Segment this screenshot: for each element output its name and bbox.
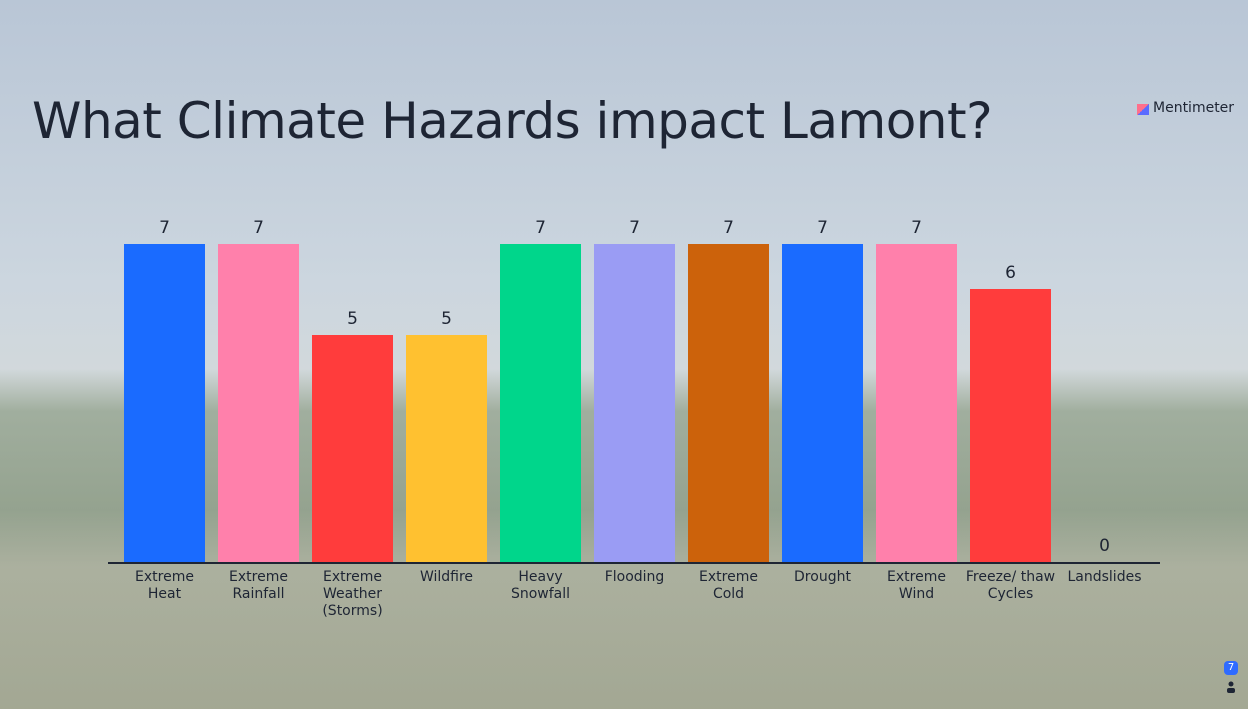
value-label: 7 <box>535 218 546 238</box>
baseline <box>108 562 1160 564</box>
value-label: 0 <box>1099 536 1110 556</box>
bar <box>876 244 957 562</box>
category-label: Flooding <box>604 569 665 585</box>
category-label: Landslides <box>1067 569 1142 585</box>
bar <box>594 244 675 562</box>
participant-count: 7 <box>1224 661 1238 675</box>
value-label: 5 <box>347 308 358 329</box>
bar <box>218 244 299 562</box>
value-label: 7 <box>911 218 922 238</box>
participant-icon <box>1227 681 1235 693</box>
brand-icon <box>1137 104 1149 115</box>
category-label: Extreme Cold <box>699 569 758 602</box>
bar <box>124 244 205 562</box>
bar <box>406 334 487 562</box>
value-label: 7 <box>629 218 640 238</box>
value-label: 7 <box>817 218 828 238</box>
value-label: 6 <box>1005 263 1016 284</box>
bar <box>688 244 769 562</box>
category-label: Extreme Heat <box>135 569 194 602</box>
category-label: Heavy Snowfall <box>510 569 571 602</box>
slide-title: What Climate Hazards impact Lamont? <box>32 92 993 150</box>
category-label: Extreme Wind <box>887 569 946 602</box>
bar <box>500 244 581 562</box>
bar <box>970 289 1051 562</box>
category-label: Freeze/ thaw Cycles <box>965 569 1056 602</box>
value-label: 5 <box>441 308 452 329</box>
bar <box>782 244 863 562</box>
bar <box>312 334 393 562</box>
category-label: Drought <box>794 569 851 585</box>
value-label: 7 <box>159 218 170 238</box>
value-label: 7 <box>253 218 264 238</box>
category-label: Extreme Rainfall <box>229 569 288 602</box>
category-label: Wildfire <box>419 569 474 585</box>
category-label: Extreme Weather (Storms) <box>322 569 383 619</box>
brand-logo: Mentimeter <box>1153 100 1235 116</box>
value-label: 7 <box>723 218 734 238</box>
